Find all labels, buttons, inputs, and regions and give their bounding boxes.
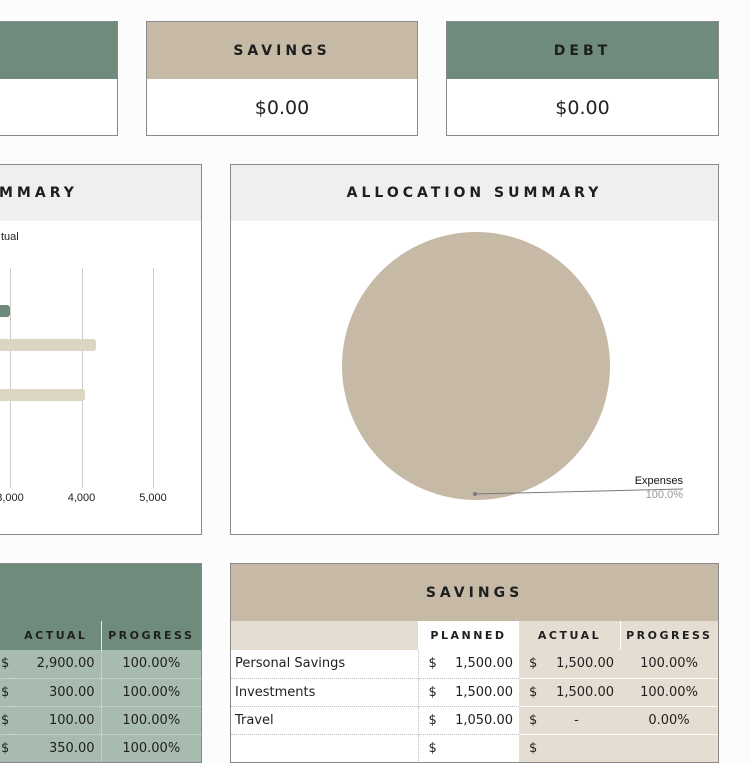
savings-row-name xyxy=(231,734,419,762)
savings-row-actual: - xyxy=(539,706,620,735)
savings-table-row: Personal Savings $1,500.00 $1,500.00 100.00… xyxy=(231,650,718,679)
expenses-table-header-band xyxy=(0,564,201,621)
pie-leader-dot xyxy=(473,492,477,496)
pie-slice-expenses xyxy=(342,232,610,500)
savings-row-planned-currency: $ xyxy=(418,706,438,735)
income-card-value xyxy=(0,79,117,135)
savings-row-actual xyxy=(539,734,620,762)
expenses-table-row: $350.00 100.00% xyxy=(0,734,201,762)
expenses-row-actual: 2,900.00 xyxy=(11,650,102,679)
savings-row-progress xyxy=(620,734,718,762)
savings-row-actual-currency: $ xyxy=(519,706,539,735)
bar-tick-label: 4,000 xyxy=(67,492,96,504)
savings-row-planned: 1,500.00 xyxy=(438,650,519,679)
expenses-row-actual: 300.00 xyxy=(11,678,102,707)
expenses-row-currency: $ xyxy=(0,678,11,707)
savings-table-card: SAVINGS PLANNED ACTUAL PROGRESS Personal… xyxy=(230,563,719,763)
bar-gridline xyxy=(81,268,83,488)
bar-tick-label: 5,000 xyxy=(139,492,167,504)
expenses-row-actual: 350.00 xyxy=(11,734,102,762)
expenses-row-currency: $ xyxy=(0,706,11,735)
expenses-table-card: ACTUAL PROGRESS $2,900.00 100.00% $300.00 1… xyxy=(0,563,202,763)
expenses-row-progress: 100.00% xyxy=(101,678,201,707)
savings-row-name: Personal Savings xyxy=(231,650,419,679)
bar-gridline xyxy=(153,268,154,488)
budget-summary-card: MMARY tual 3,000 4,000 5,000 xyxy=(0,164,202,535)
savings-table-title: SAVINGS xyxy=(231,564,718,621)
savings-card: SAVINGS $0.00 xyxy=(146,21,418,136)
expenses-header-actual: ACTUAL xyxy=(11,621,102,650)
expenses-row-currency: $ xyxy=(0,650,11,679)
expenses-table-header-row: ACTUAL PROGRESS xyxy=(0,621,201,650)
debt-card-title: DEBT xyxy=(447,22,718,79)
savings-row-progress: 100.00% xyxy=(620,650,718,679)
savings-row-name: Travel xyxy=(231,706,419,735)
savings-row-actual: 1,500.00 xyxy=(539,650,620,679)
expenses-row-currency: $ xyxy=(0,734,11,762)
savings-row-planned-currency: $ xyxy=(418,678,438,707)
savings-row-progress: 100.00% xyxy=(620,678,718,707)
pie-label-expenses: Expenses xyxy=(635,475,684,487)
income-card-header xyxy=(0,22,117,79)
allocation-pie-chart: Expenses 100.0% xyxy=(342,232,684,501)
expenses-table-row: $2,900.00 100.00% xyxy=(0,650,201,679)
savings-table-row: Investments $1,500.00 $1,500.00 100.00% xyxy=(231,678,718,707)
savings-row-name: Investments xyxy=(231,678,419,707)
allocation-summary-title: ALLOCATION SUMMARY xyxy=(231,165,718,221)
allocation-summary-card: ALLOCATION SUMMARY Expenses 100.0% xyxy=(230,164,719,535)
savings-row-actual: 1,500.00 xyxy=(539,678,620,707)
chart-legend: tual xyxy=(1,231,19,243)
debt-card-value: $0.00 xyxy=(555,96,610,119)
savings-table-header-row: PLANNED ACTUAL PROGRESS xyxy=(231,621,718,650)
income-card xyxy=(0,21,118,136)
pie-percent-expenses: 100.0% xyxy=(646,489,684,501)
savings-row-actual-currency: $ xyxy=(519,678,539,707)
debt-card: DEBT $0.00 xyxy=(446,21,719,136)
expenses-row-actual: 100.00 xyxy=(11,706,102,735)
expenses-header-progress: PROGRESS xyxy=(108,629,195,642)
expenses-table-row: $300.00 100.00% xyxy=(0,678,201,707)
savings-row-planned xyxy=(438,734,519,762)
bar-gridline xyxy=(10,268,11,488)
bar-tick-label: 3,000 xyxy=(0,492,24,504)
savings-header-progress: PROGRESS xyxy=(626,629,713,642)
savings-row-actual-currency: $ xyxy=(519,650,539,679)
pie-leader-line xyxy=(474,488,684,495)
savings-row-planned: 1,050.00 xyxy=(438,706,519,735)
expenses-table: ACTUAL PROGRESS $2,900.00 100.00% $300.00 1… xyxy=(0,621,201,762)
savings-row-progress: 0.00% xyxy=(620,706,718,735)
savings-row-planned-currency: $ xyxy=(418,650,438,679)
expenses-row-progress: 100.00% xyxy=(101,706,201,735)
savings-card-value: $0.00 xyxy=(254,96,310,119)
expenses-row-progress: 100.00% xyxy=(101,650,201,679)
bar-mark xyxy=(0,305,10,317)
savings-header-name xyxy=(231,621,419,650)
expenses-row-progress: 100.00% xyxy=(101,734,201,762)
savings-row-actual-currency: $ xyxy=(519,734,539,762)
savings-card-title: SAVINGS xyxy=(147,22,417,79)
savings-row-planned: 1,500.00 xyxy=(438,678,519,707)
savings-table: PLANNED ACTUAL PROGRESS Personal Savings… xyxy=(231,621,718,762)
savings-table-row: $ $ xyxy=(231,734,718,762)
savings-header-planned: PLANNED xyxy=(418,621,520,650)
savings-table-row: Travel $1,050.00 $ -0.00% xyxy=(231,706,718,735)
bar-chart: tual 3,000 4,000 5,000 xyxy=(0,221,201,534)
bar-mark xyxy=(0,339,96,351)
savings-row-planned-currency: $ xyxy=(418,734,438,762)
expenses-header-spacer xyxy=(0,621,11,650)
savings-header-actual: ACTUAL xyxy=(519,621,621,650)
expenses-table-row: $100.00 100.00% xyxy=(0,706,201,735)
bar-plot-area: 3,000 4,000 5,000 xyxy=(0,221,201,534)
budget-summary-title: MMARY xyxy=(0,165,201,221)
bar-mark xyxy=(0,389,86,401)
